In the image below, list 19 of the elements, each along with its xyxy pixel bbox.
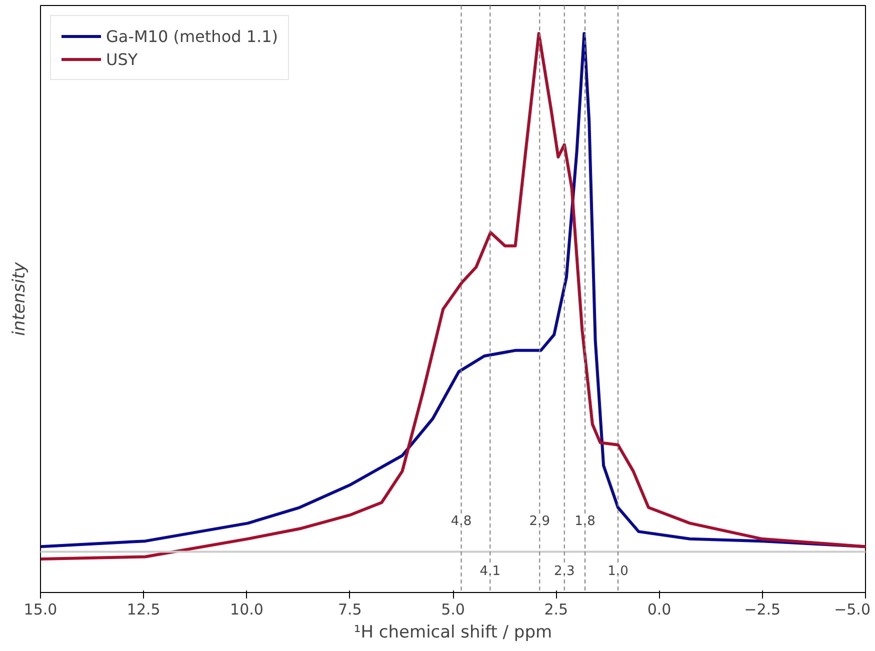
x-tick-label: 2.5 [544, 600, 568, 618]
y-axis-title: intensity [10, 261, 30, 336]
x-tick-label: −2.5 [744, 600, 781, 618]
ref-line-label: 2.9 [529, 514, 550, 529]
x-axis-title: ¹H chemical shift / ppm [354, 622, 552, 642]
ref-line-label: 4.8 [450, 514, 472, 529]
legend-label: Ga-M10 (method 1.1) [106, 26, 278, 46]
ref-line-label: 1.8 [574, 514, 596, 529]
ref-line-label: 2.3 [554, 564, 575, 580]
x-tick-label: 10.0 [230, 600, 264, 618]
x-tick-label: 12.5 [126, 600, 160, 618]
x-tick-label: 0.0 [647, 600, 672, 618]
ref-line-label: 1.0 [608, 564, 628, 580]
x-tick-label: 15.0 [24, 600, 58, 618]
x-tick-label: −5.0 [834, 600, 871, 618]
ref-line-label: 4.1 [480, 564, 500, 580]
x-tick-label: 5.0 [441, 600, 465, 618]
x-tick-label: 7.5 [338, 600, 362, 618]
legend-label: USY [106, 50, 138, 68]
